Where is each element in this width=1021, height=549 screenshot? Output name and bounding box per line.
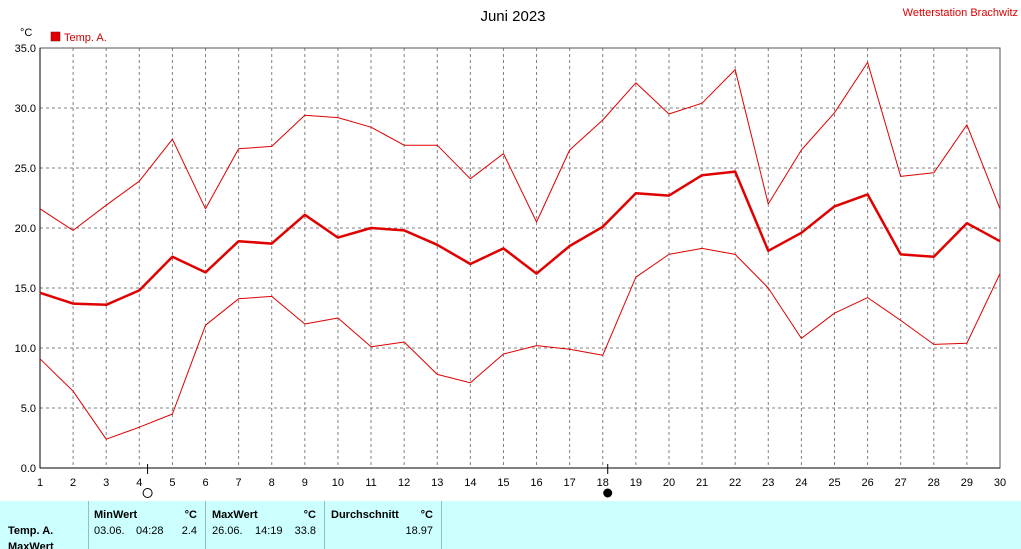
y-tick-label: 20.0	[15, 223, 36, 235]
max-date: 26.06.	[212, 525, 243, 537]
x-tick-label: 30	[994, 477, 1006, 489]
max-unit: °C	[303, 509, 316, 521]
moon-markers	[142, 464, 613, 498]
new-moon-icon	[603, 488, 613, 498]
x-tick-label: 13	[431, 477, 443, 489]
x-tick-label: 20	[663, 477, 675, 489]
y-tick-label: 30.0	[15, 103, 36, 115]
min-time: 04:28	[136, 525, 164, 537]
stats-row-label: Temp. A.	[8, 525, 54, 537]
stats-label-cell: Temp. A. MaxWert	[0, 501, 89, 549]
x-tick-label: 16	[530, 477, 542, 489]
x-tick-label: 28	[928, 477, 940, 489]
x-tick-label: 11	[365, 477, 376, 489]
avg-value: 18.97	[405, 525, 433, 537]
grid	[40, 48, 1000, 468]
min-unit: °C	[184, 509, 197, 521]
y-tick-label: 10.0	[15, 343, 36, 355]
chart-title: Juni 2023	[480, 8, 545, 25]
series-line-max	[39, 61, 1001, 231]
min-header: MinWert	[94, 509, 138, 521]
legend-label: Temp. A.	[64, 32, 107, 44]
x-tick-label: 3	[103, 477, 109, 489]
stats-avg-cell: Durchschnitt °C 18.97	[325, 501, 442, 549]
x-tick-label: 24	[795, 477, 807, 489]
x-tick-label: 4	[136, 477, 142, 489]
x-tick-label: 8	[269, 477, 275, 489]
x-tick-label: 15	[497, 477, 509, 489]
x-tick-label: 23	[762, 477, 774, 489]
plot-frame	[39, 47, 1001, 469]
x-tick-label: 17	[564, 477, 576, 489]
x-tick-label: 9	[302, 477, 308, 489]
max-header: MaxWert	[212, 509, 258, 521]
x-tick-label: 12	[398, 477, 410, 489]
stats-min-cell: MinWert °C 03.06. 04:28 2.4	[89, 501, 206, 549]
series-line-mean	[39, 170, 1001, 307]
x-tick-label: 22	[729, 477, 741, 489]
series-lines	[39, 61, 1001, 440]
station-name: Wetterstation Brachwitz	[903, 7, 1018, 19]
x-tick-label: 18	[597, 477, 609, 489]
y-tick-label: 5.0	[21, 403, 36, 415]
y-tick-label: 0.0	[21, 463, 36, 475]
x-tick-label: 29	[961, 477, 973, 489]
min-value: 2.4	[181, 525, 197, 537]
x-tick-label: 14	[464, 477, 476, 489]
x-tick-label: 21	[696, 477, 708, 489]
full-moon-icon	[142, 488, 153, 498]
x-tick-label: 7	[236, 477, 242, 489]
y-tick-label: 35.0	[15, 43, 36, 55]
temperature-chart: 0.05.010.015.020.025.030.035.01 2 3 4 5 6 7 8 9 1…	[15, 7, 1018, 498]
axes	[39, 47, 1001, 469]
max-time: 14:19	[255, 525, 283, 537]
x-tick-label: 19	[630, 477, 642, 489]
max-value: 33.8	[294, 525, 316, 537]
x-tick-label: 27	[895, 477, 907, 489]
x-tick-label: 1	[37, 477, 43, 489]
avg-unit: °C	[420, 509, 433, 521]
series-line-min	[39, 247, 1001, 440]
y-tick-label: 25.0	[15, 163, 36, 175]
stats-row-label-2: MaxWert	[8, 541, 54, 549]
stats-panel: Temp. A. MaxWert MinWert °C 03.06. 04:28…	[0, 501, 1021, 549]
y-tick-label: 15.0	[15, 283, 36, 295]
stats-max-cell: MaxWert °C 26.06. 14:19 33.8	[206, 501, 325, 549]
x-tick-label: 25	[828, 477, 840, 489]
x-tick-label: 10	[332, 477, 344, 489]
min-date: 03.06.	[94, 525, 125, 537]
tick-labels: 0.05.010.015.020.025.030.035.01 2 3 4 5 6 7 8 9 1…	[15, 43, 1007, 489]
legend-swatch	[50, 31, 61, 42]
x-tick-label: 5	[169, 477, 175, 489]
y-unit-label: °C	[20, 27, 32, 39]
avg-header: Durchschnitt	[331, 509, 399, 521]
x-tick-label: 6	[202, 477, 208, 489]
x-tick-label: 2	[70, 477, 76, 489]
x-tick-label: 26	[861, 477, 873, 489]
